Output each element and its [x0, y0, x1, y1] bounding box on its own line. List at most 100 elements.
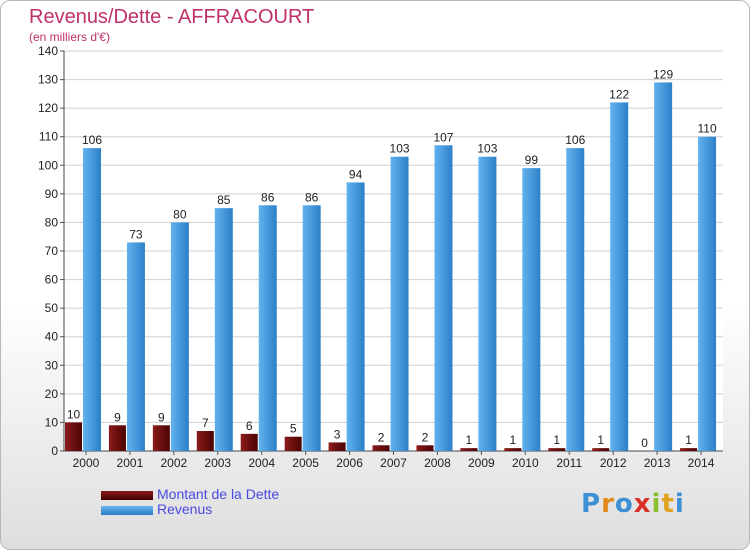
- bar-debt: [284, 436, 302, 451]
- x-tick-label: 2005: [292, 456, 319, 470]
- data-label-debt: 1: [466, 433, 473, 447]
- logo-letter: t: [661, 489, 675, 519]
- data-label-debt: 1: [597, 433, 604, 447]
- data-label-debt: 1: [553, 433, 560, 447]
- bar-revenue: [83, 148, 101, 451]
- bar-revenue: [654, 82, 673, 451]
- data-label-debt: 5: [290, 422, 297, 436]
- logo-letter: x: [633, 489, 652, 519]
- data-label-revenue: 85: [217, 193, 231, 207]
- data-label-debt: 7: [202, 416, 209, 430]
- bar-debt: [108, 425, 126, 451]
- legend-label-debt: Montant de la Dette: [157, 486, 280, 502]
- data-label-revenue: 107: [433, 130, 453, 144]
- logo-letter: i: [674, 489, 685, 519]
- legend-swatch-revenue: [101, 506, 153, 515]
- legend-label-revenue: Revenus: [157, 501, 213, 517]
- y-tick-label: 120: [38, 101, 58, 115]
- data-label-debt: 1: [509, 433, 516, 447]
- bar-revenue: [698, 136, 717, 451]
- x-tick-label: 2013: [644, 456, 671, 470]
- x-tick-label: 2011: [556, 456, 582, 470]
- data-label-revenue: 129: [653, 67, 673, 81]
- y-tick-label: 60: [45, 273, 59, 287]
- data-label-revenue: 122: [609, 87, 629, 101]
- bar-revenue: [522, 168, 541, 451]
- y-tick-label: 40: [45, 330, 59, 344]
- x-tick-label: 2012: [600, 456, 627, 470]
- bar-debt: [592, 448, 610, 451]
- x-tick-label: 2008: [424, 456, 451, 470]
- y-tick-label: 130: [38, 73, 58, 87]
- logo-letter: r: [601, 489, 615, 519]
- data-label-debt: 10: [67, 407, 81, 421]
- bar-revenue: [478, 156, 497, 451]
- x-tick-label: 2010: [512, 456, 539, 470]
- bar-revenue: [302, 205, 321, 451]
- legend-swatch-debt: [101, 491, 153, 500]
- data-label-revenue: 99: [525, 153, 539, 167]
- y-tick-label: 100: [38, 158, 58, 172]
- bar-debt: [504, 448, 522, 451]
- data-label-revenue: 103: [390, 142, 410, 156]
- bar-revenue: [610, 102, 629, 451]
- x-tick-label: 2009: [468, 456, 495, 470]
- data-label-revenue: 103: [477, 142, 497, 156]
- chart-title: Revenus/Dette - AFFRACOURT: [29, 6, 315, 28]
- data-label-revenue: 94: [349, 167, 363, 181]
- y-tick-label: 0: [51, 444, 58, 458]
- x-tick-label: 2004: [248, 456, 275, 470]
- data-label-revenue: 106: [565, 133, 585, 147]
- y-tick-label: 140: [38, 44, 58, 58]
- bar-debt: [65, 422, 82, 451]
- bar-revenue: [170, 222, 189, 451]
- y-tick-label: 20: [45, 387, 59, 401]
- x-tick-label: 2002: [160, 456, 187, 470]
- bar-debt: [328, 442, 346, 451]
- data-label-debt: 9: [114, 410, 121, 424]
- data-label-debt: 9: [158, 410, 165, 424]
- data-label-revenue: 110: [697, 122, 716, 136]
- bar-debt: [240, 433, 258, 451]
- data-label-debt: 0: [641, 436, 648, 450]
- y-tick-label: 80: [45, 215, 59, 229]
- y-tick-label: 90: [45, 187, 59, 201]
- chart-subtitle: (en milliers d'€): [29, 30, 110, 44]
- data-label-debt: 2: [422, 430, 429, 444]
- proxiti-logo: Proxiti: [581, 489, 685, 519]
- data-label-revenue: 106: [82, 133, 102, 147]
- data-label-revenue: 86: [261, 190, 275, 204]
- y-tick-label: 10: [45, 415, 59, 429]
- x-tick-label: 2007: [380, 456, 407, 470]
- bar-debt: [460, 448, 478, 451]
- bar-debt: [196, 431, 214, 451]
- data-label-debt: 2: [378, 430, 385, 444]
- logo-letter: i: [651, 489, 662, 519]
- y-tick-label: 30: [45, 358, 59, 372]
- data-label-debt: 6: [246, 419, 253, 433]
- data-label-revenue: 80: [173, 207, 187, 221]
- x-tick-label: 2014: [688, 456, 715, 470]
- y-tick-label: 50: [45, 301, 59, 315]
- bar-revenue: [214, 208, 233, 451]
- data-label-revenue: 73: [129, 227, 143, 241]
- bar-debt: [416, 445, 434, 451]
- x-tick-label: 2003: [204, 456, 231, 470]
- bar-revenue: [258, 205, 277, 451]
- bar-debt: [152, 425, 170, 451]
- x-tick-label: 2001: [117, 456, 144, 470]
- bar-debt: [372, 445, 390, 451]
- x-tick-label: 2006: [336, 456, 363, 470]
- bar-revenue: [346, 182, 365, 451]
- bar-revenue: [126, 242, 145, 451]
- data-label-revenue: 86: [305, 190, 319, 204]
- bar-revenue: [390, 156, 409, 451]
- data-label-debt: 3: [334, 427, 341, 441]
- bar-debt: [680, 448, 698, 451]
- logo-letter: P: [581, 489, 602, 519]
- y-tick-label: 110: [39, 130, 58, 144]
- logo-letter: o: [614, 489, 634, 519]
- x-tick-label: 2000: [73, 456, 100, 470]
